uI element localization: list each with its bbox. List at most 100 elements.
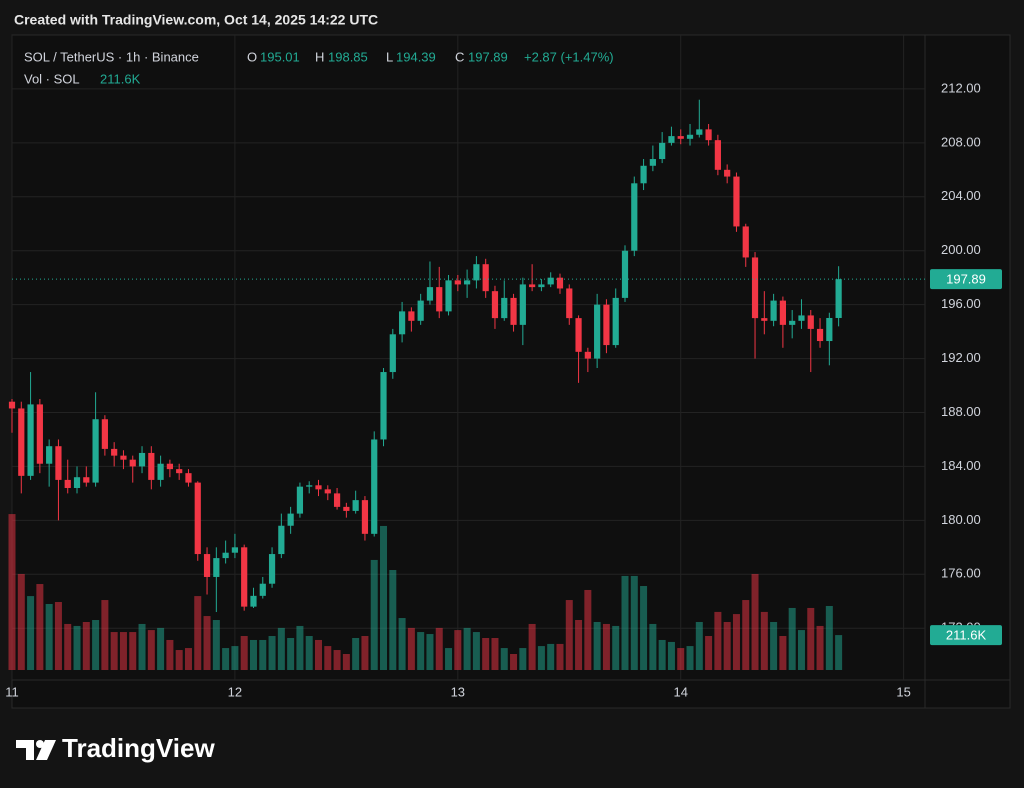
chart-panel [11, 34, 1011, 709]
x-tick-label: 13 [451, 684, 465, 699]
candle-body [306, 485, 313, 487]
volume-bar [556, 643, 564, 670]
watermark: Created with TradingView.com, Oct 14, 20… [14, 12, 378, 28]
candles [8, 99, 842, 613]
volume-bar [110, 632, 118, 670]
volume-bar [472, 632, 480, 670]
volume-bar [352, 637, 360, 670]
volume-bar [649, 623, 657, 670]
volume-bar [760, 611, 768, 670]
volume-value: 211.6K [100, 71, 141, 86]
volume-bar [175, 650, 183, 670]
volume-bar [816, 625, 824, 670]
candle-body [649, 159, 656, 166]
candle-body [27, 404, 34, 476]
candle-body [612, 297, 619, 346]
y-tick-label: 176.00 [941, 566, 981, 581]
volume-bar [315, 639, 323, 670]
candle-body [826, 317, 833, 342]
candle-body [733, 176, 740, 227]
candle-body [798, 315, 805, 321]
candle-body [166, 463, 173, 470]
candle-body [213, 558, 220, 577]
volume-bar [119, 632, 127, 670]
candle-body [120, 455, 127, 460]
volume-bar [742, 600, 750, 670]
candle-body [324, 489, 331, 494]
last-price-box [930, 269, 1002, 290]
candle-body [259, 583, 266, 596]
volume-bar [788, 607, 796, 670]
candle-body [445, 280, 452, 312]
ohlc-key: O [247, 49, 257, 64]
volume-bar [54, 602, 62, 670]
volume-bar [695, 621, 703, 670]
volume-bar [537, 646, 545, 670]
volume-box [930, 625, 1002, 646]
candle-body [501, 297, 508, 319]
volume-bar [593, 621, 601, 670]
volume-bar [658, 639, 666, 670]
candle-body [296, 486, 304, 514]
y-tick-label: 208.00 [941, 134, 981, 149]
candle-body [389, 334, 396, 373]
volume-bar [389, 570, 397, 670]
volume-bar [677, 648, 685, 670]
candle-body [36, 404, 43, 464]
volume-bar [212, 620, 220, 670]
candle-body [176, 469, 183, 474]
volume-bar [482, 637, 490, 670]
candle-body [287, 513, 294, 526]
volume-bar [584, 589, 592, 670]
volume-bars [8, 514, 843, 670]
ohlc-key: H [315, 49, 324, 64]
x-tick-label: 14 [673, 684, 687, 699]
brand: TradingView [62, 733, 215, 763]
volume-bar [249, 639, 257, 670]
candle-body [55, 446, 62, 480]
volume-bar [732, 614, 740, 670]
candle-body [417, 300, 424, 321]
candle-body [101, 419, 108, 449]
logo-dot [36, 740, 44, 748]
volume-bar [797, 630, 805, 670]
volume-bar [407, 627, 415, 670]
candle-body [677, 136, 684, 139]
candle-body [742, 226, 749, 258]
candle-body [686, 134, 694, 139]
ohlc-value: 194.39 [396, 49, 436, 64]
volume-bar [92, 620, 100, 670]
volume-bar [361, 636, 369, 670]
volume-bar [500, 648, 508, 670]
candle-body [194, 482, 201, 555]
candle-body [278, 525, 285, 555]
volume-bar [380, 525, 388, 670]
volume-axis-label: 211.6K [946, 628, 987, 643]
volume-bar [147, 630, 155, 670]
volume-bar [231, 646, 239, 670]
candle-body [789, 320, 796, 325]
y-tick-label: 188.00 [941, 404, 981, 419]
candle-body [751, 257, 759, 319]
y-tick-label: 200.00 [941, 242, 981, 257]
volume-bar [667, 641, 675, 670]
volume-bar [8, 514, 16, 670]
candle-body [668, 136, 675, 143]
y-tick-label: 204.00 [941, 188, 981, 203]
x-tick-label: 15 [896, 684, 910, 699]
volume-bar [27, 596, 35, 670]
volume-bar [612, 625, 620, 670]
candle-body [111, 448, 118, 456]
x-tick-label: 11 [5, 684, 19, 699]
volume-bar [714, 611, 722, 670]
candle-body [371, 439, 378, 534]
volume-bar [259, 639, 267, 670]
volume-bar [528, 623, 536, 670]
volume-bar [463, 627, 471, 670]
volume-bar [575, 620, 583, 670]
candle-body [83, 477, 90, 483]
volume-bar [723, 621, 731, 670]
candle-body [556, 277, 564, 289]
volume-bar [630, 575, 638, 670]
